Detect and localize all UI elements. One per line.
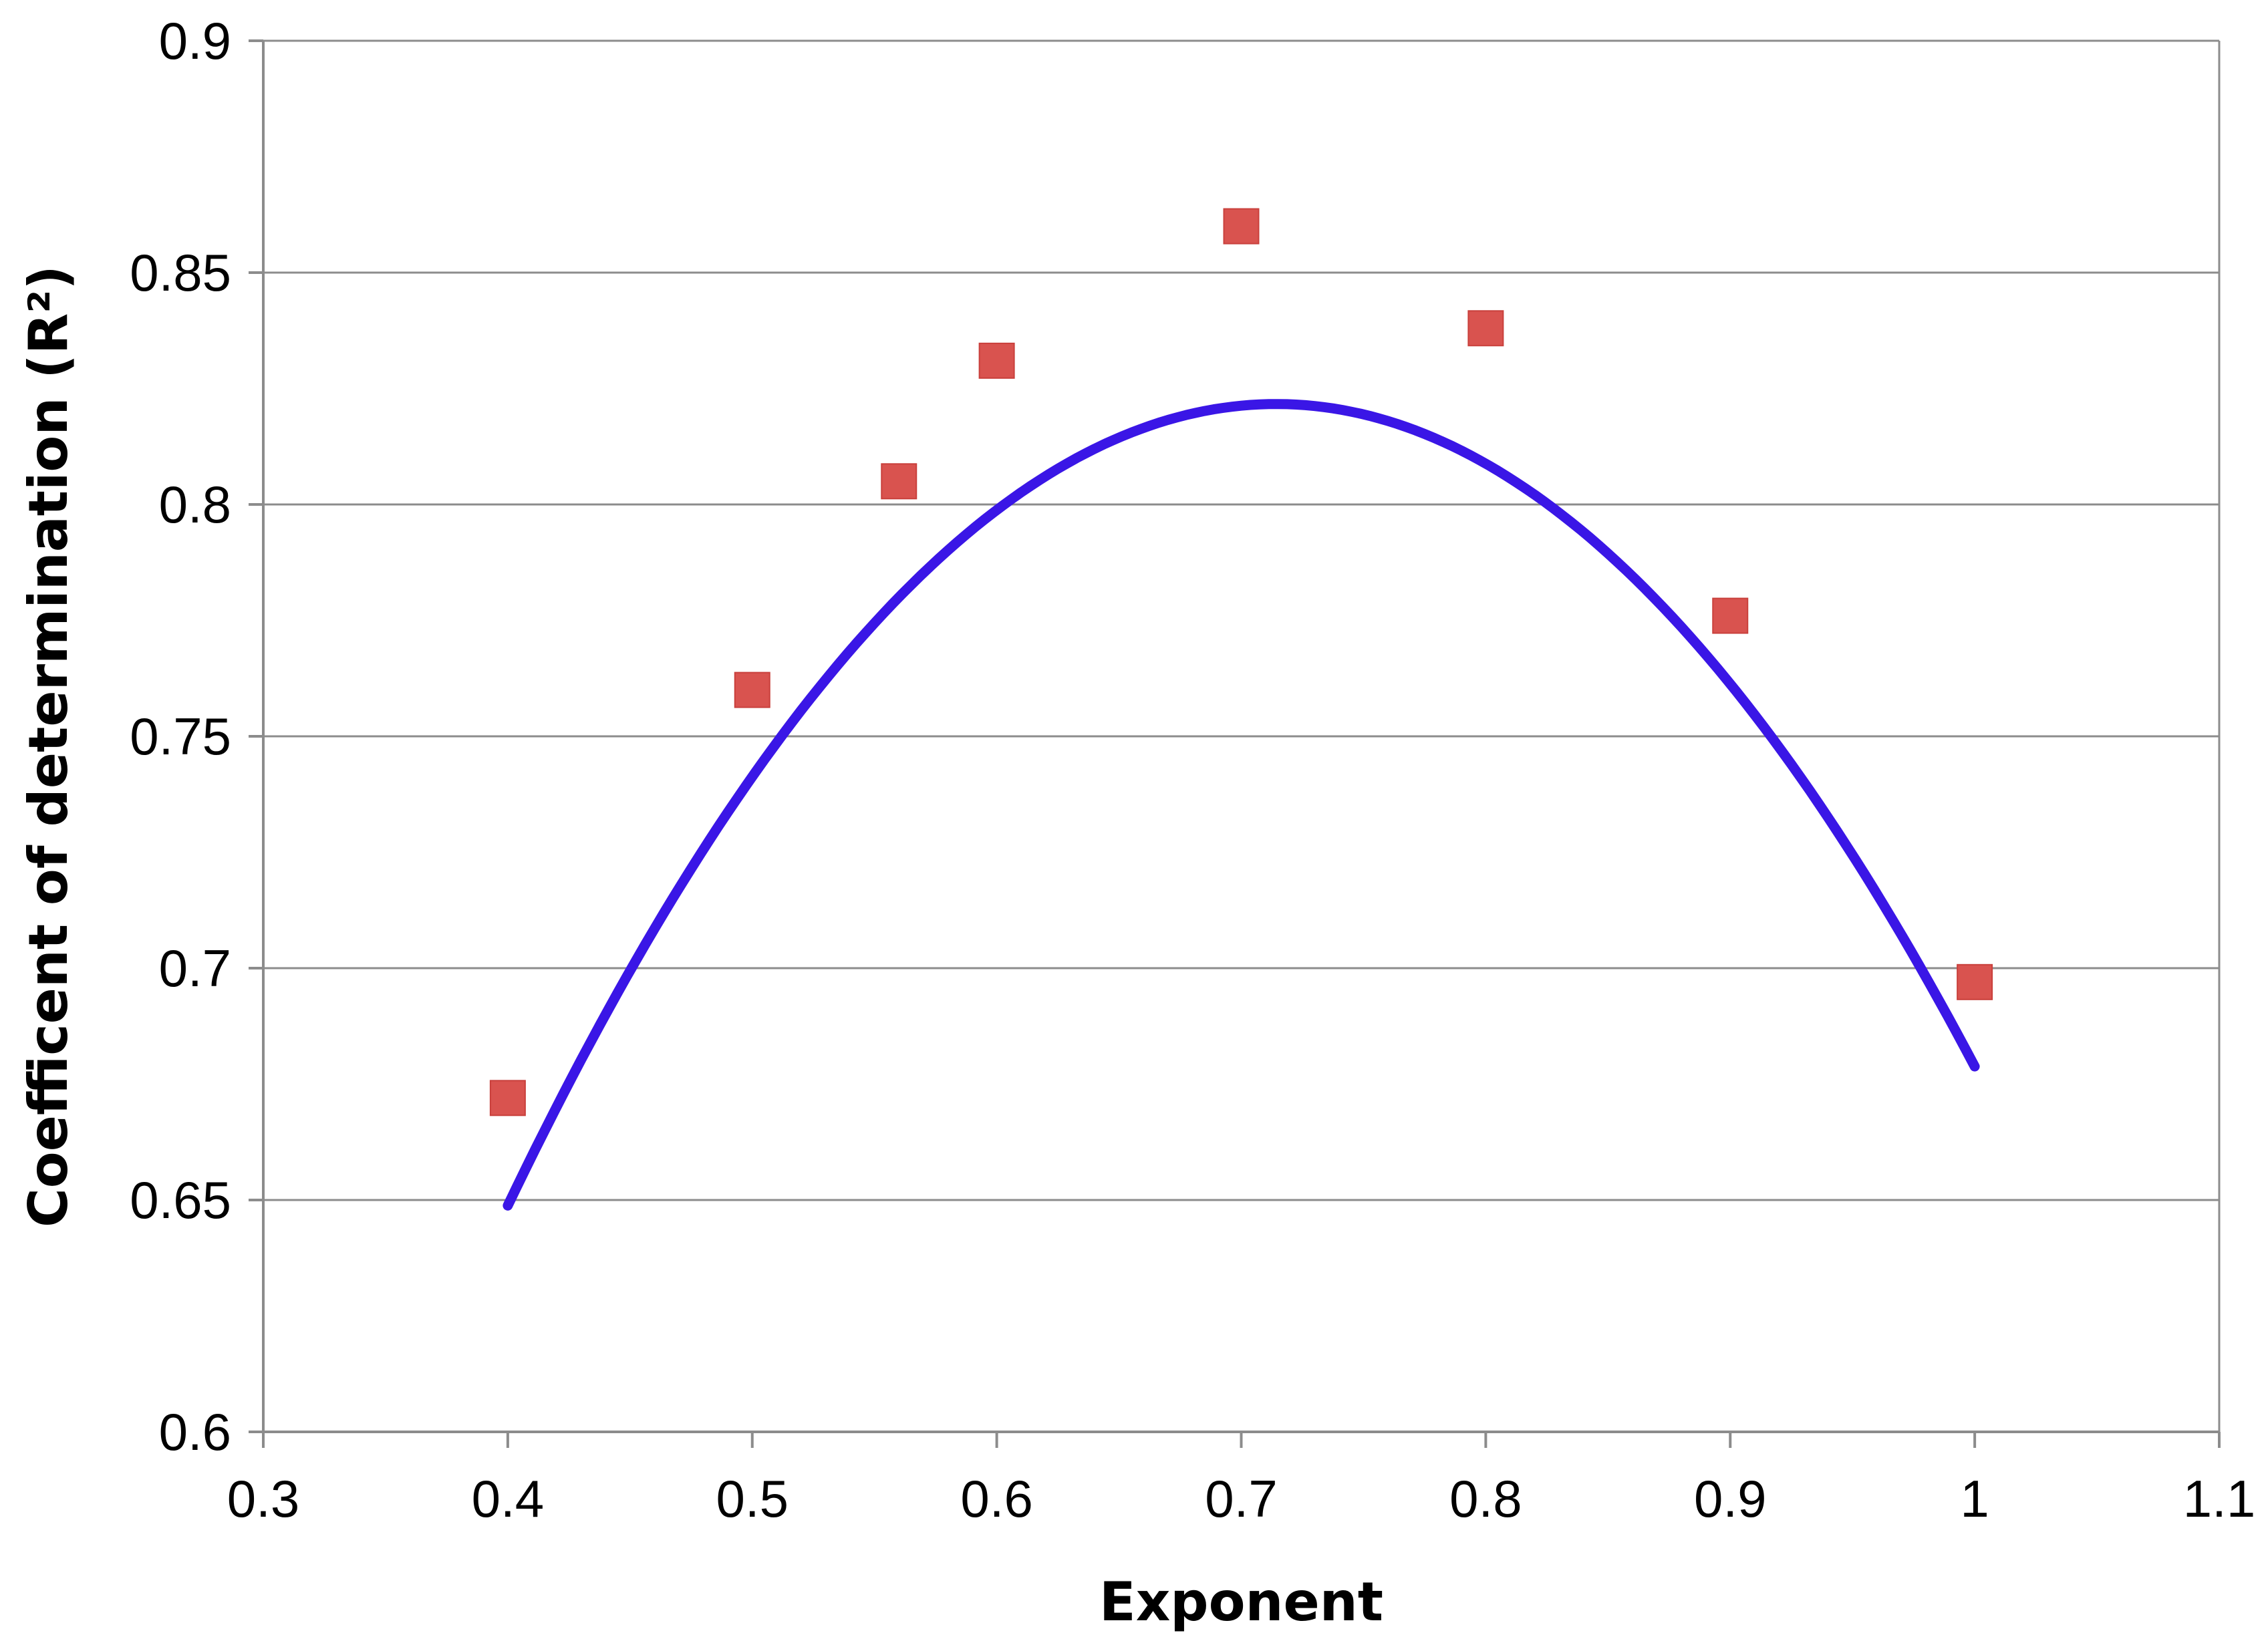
y-tick-label: 0.7	[159, 939, 231, 998]
y-axis-tick-labels: 0.6 0.65 0.7 0.75 0.8 0.85 0.9	[130, 11, 263, 1461]
trendline	[503, 399, 1980, 1211]
y-tick-label: 0.6	[159, 1402, 231, 1461]
y-tick-label: 0.9	[159, 11, 231, 70]
data-point	[489, 1080, 526, 1116]
x-tick-label: 1.1	[2183, 1469, 2255, 1528]
y-tick-label: 0.75	[130, 707, 231, 766]
x-tick-label: 0.4	[472, 1469, 544, 1528]
x-axis-tick-labels: 0.3 0.4 0.5 0.6 0.7 0.8 0.9 1 1.1	[227, 1432, 2255, 1528]
trendline-series	[503, 399, 1980, 1211]
y-tick-label: 0.85	[130, 243, 231, 302]
y-axis-title: Coefficent of determination (R²)	[17, 265, 80, 1227]
x-axis-title: Exponent	[1099, 1571, 1383, 1633]
x-tick-label: 0.7	[1205, 1469, 1277, 1528]
data-point	[881, 463, 917, 500]
x-tick-label: 0.3	[227, 1469, 299, 1528]
y-tick-label: 0.65	[130, 1171, 231, 1229]
data-points-series	[489, 208, 1993, 1116]
gridlines	[263, 39, 2219, 1201]
data-point	[1467, 310, 1504, 347]
data-point	[1223, 208, 1260, 245]
data-point	[978, 342, 1015, 379]
data-point	[734, 671, 770, 708]
x-tick-label: 1	[1960, 1469, 1989, 1528]
x-tick-label: 0.9	[1694, 1469, 1766, 1528]
x-tick-label: 0.6	[960, 1469, 1032, 1528]
x-tick-label: 0.5	[716, 1469, 789, 1528]
x-tick-label: 0.8	[1449, 1469, 1522, 1528]
y-tick-label: 0.8	[159, 475, 231, 534]
data-point	[1712, 597, 1749, 634]
data-point	[1957, 963, 1993, 1000]
axis-titles: Exponent Coefficent of determination (R²)	[17, 265, 1383, 1633]
